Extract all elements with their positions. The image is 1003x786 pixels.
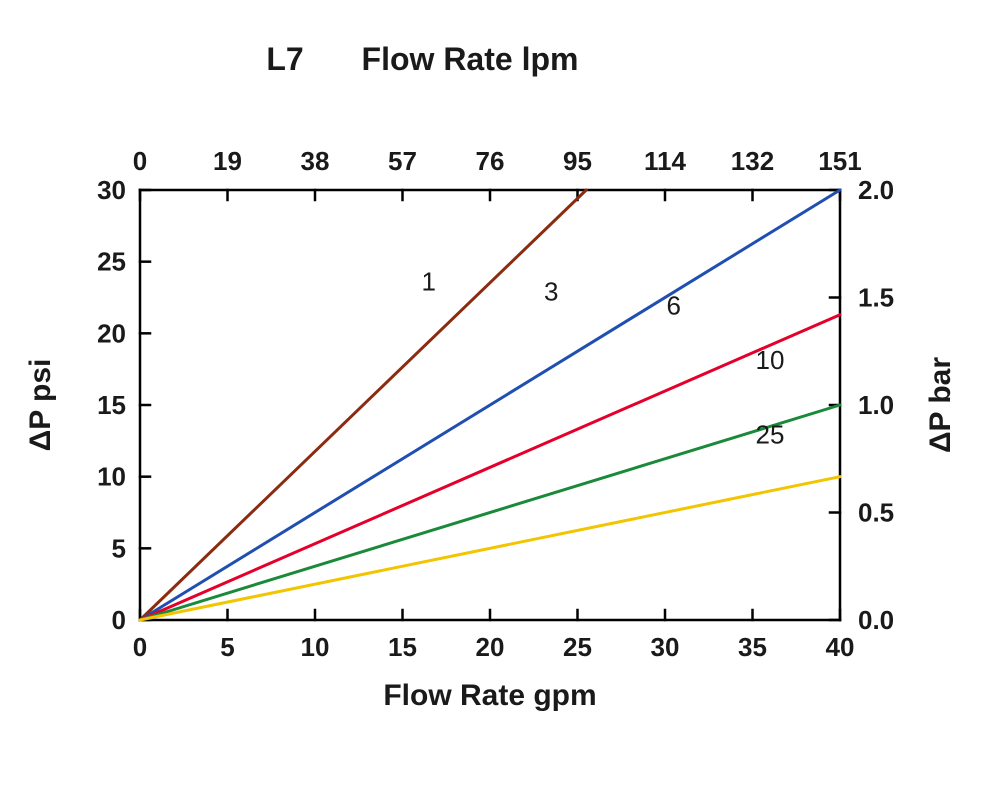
chart-container: 0510152025303540019385776951141321510510… bbox=[0, 0, 1003, 786]
ytick-left-label: 25 bbox=[97, 247, 126, 277]
ytick-left-label: 0 bbox=[112, 605, 126, 635]
series-label: 3 bbox=[544, 276, 558, 306]
ytick-right-label: 1.5 bbox=[858, 283, 894, 313]
xtick-top-label: 38 bbox=[301, 146, 330, 176]
xtick-bottom-label: 15 bbox=[388, 632, 417, 662]
chart-bg bbox=[0, 0, 1003, 786]
ytick-left-label: 10 bbox=[97, 462, 126, 492]
ytick-right-label: 0.5 bbox=[858, 498, 894, 528]
series-label: 1 bbox=[422, 266, 436, 296]
xtick-top-label: 57 bbox=[388, 146, 417, 176]
ylabel-right: ΔP bar bbox=[924, 357, 957, 453]
xtick-top-label: 95 bbox=[563, 146, 592, 176]
xtick-bottom-label: 25 bbox=[563, 632, 592, 662]
ytick-right-label: 2.0 bbox=[858, 175, 894, 205]
xtick-bottom-label: 35 bbox=[738, 632, 767, 662]
ytick-right-label: 1.0 bbox=[858, 390, 894, 420]
xtick-bottom-label: 40 bbox=[826, 632, 855, 662]
xtick-top-label: 151 bbox=[818, 146, 861, 176]
ytick-left-label: 15 bbox=[97, 390, 126, 420]
xtick-top-label: 114 bbox=[644, 146, 686, 176]
chart-svg: 0510152025303540019385776951141321510510… bbox=[0, 0, 1003, 786]
xtick-bottom-label: 5 bbox=[220, 632, 234, 662]
xtick-top-label: 0 bbox=[133, 146, 147, 176]
series-label: 10 bbox=[756, 345, 785, 375]
xtick-bottom-label: 20 bbox=[476, 632, 505, 662]
xtick-top-label: 19 bbox=[213, 146, 242, 176]
ytick-left-label: 20 bbox=[97, 318, 126, 348]
ytick-right-label: 0.0 bbox=[858, 605, 894, 635]
ytick-left-label: 5 bbox=[112, 533, 126, 563]
xtick-bottom-label: 30 bbox=[651, 632, 680, 662]
chart-title-top: Flow Rate lpm bbox=[362, 41, 579, 77]
chart-title-prefix: L7 bbox=[266, 41, 303, 77]
xtick-bottom-label: 10 bbox=[301, 632, 330, 662]
ylabel-left: ΔP psi bbox=[24, 359, 57, 452]
xtick-top-label: 132 bbox=[731, 146, 774, 176]
series-label: 6 bbox=[667, 291, 681, 321]
ytick-left-label: 30 bbox=[97, 175, 126, 205]
xtick-bottom-label: 0 bbox=[133, 632, 147, 662]
xlabel-bottom: Flow Rate gpm bbox=[383, 679, 596, 712]
series-label: 25 bbox=[756, 420, 785, 450]
xtick-top-label: 76 bbox=[476, 146, 505, 176]
